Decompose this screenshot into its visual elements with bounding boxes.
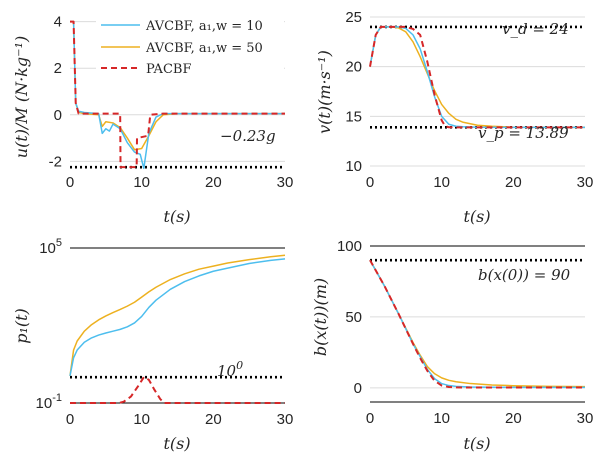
reference-lines-p	[70, 247, 285, 404]
x-tick-label-p-10: 10	[133, 411, 150, 428]
y-tick-label-u-0: 0	[54, 107, 62, 124]
y-tick-label-v-10: 10	[345, 158, 362, 175]
x-tick-label-u-30: 30	[277, 174, 294, 191]
y-tick-label-u-2: 2	[54, 60, 62, 77]
x-axis-label-u: t(s)	[163, 207, 190, 226]
legend: AVCBF, a₁,w = 10 AVCBF, a₁,w = 50 PACBF	[96, 14, 284, 78]
x-tick-label-u-10: 10	[133, 174, 150, 191]
x-tick-label-v-10: 10	[433, 174, 450, 191]
y-tick-label-v-25: 25	[345, 9, 362, 26]
x-tick-label-p-0: 0	[66, 411, 74, 428]
series-line-b-pacbf	[369, 259, 585, 389]
series-line-p-avcbf-a-w-50	[69, 254, 286, 376]
series-line-u-pacbf	[70, 20, 285, 169]
grid-v	[370, 16, 585, 167]
y-axis-label-b: b(x(t))(m)	[311, 278, 330, 356]
series-b	[369, 259, 586, 389]
x-tick-label-u-20: 20	[205, 174, 222, 191]
ticks-b: 0 10 20 30 0 50 100	[337, 238, 593, 427]
x-tick-label-b-30: 30	[577, 410, 594, 427]
x-axis-label-v: t(s)	[463, 207, 490, 226]
series-line-p-avcbf-a-w-10	[69, 258, 286, 377]
panel-barrier: 0 10 20 30 0 50 100 t(s) b(x(t))(m) b(x(0)) = …	[311, 238, 593, 453]
y-tick-label-u-2: -2	[49, 153, 62, 170]
y-tick-label-b-100: 100	[337, 238, 362, 255]
series-v	[369, 25, 586, 129]
series-line-v-avcbf-a-w-50	[369, 26, 586, 129]
x-tick-label-b-10: 10	[433, 410, 450, 427]
legend-entry-avcbf-10: AVCBF, a₁,w = 10	[145, 19, 263, 34]
series-line-p-pacbf	[70, 376, 285, 404]
x-tick-label-v-0: 0	[366, 174, 374, 191]
series-line-v-avcbf-a-w-10	[369, 26, 585, 129]
x-tick-label-b-20: 20	[505, 410, 522, 427]
svg-text:u(t)/M (N·kg⁻¹): u(t)/M (N·kg⁻¹)	[12, 36, 31, 158]
annotation-desired-speed: v_d = 24	[502, 20, 569, 38]
reference-lines-b	[370, 245, 585, 403]
y-tick-label-p-5: 105	[39, 237, 62, 257]
y-tick-label-v-15: 15	[345, 108, 362, 125]
annotation-min-accel: −0.23g	[220, 127, 276, 145]
y-tick-label-b-0: 0	[354, 380, 362, 397]
x-tick-label-v-30: 30	[577, 174, 594, 191]
y-axis-label-v: v(t)(m·s⁻¹)	[315, 50, 334, 134]
series-line-v-pacbf	[369, 25, 585, 129]
svg-text:b(x(t))(m): b(x(t))(m)	[311, 278, 330, 356]
series-u	[70, 20, 285, 170]
annotation-unit-level: 100	[217, 359, 243, 380]
annotation-preceding-speed: v_p = 13.89	[478, 124, 569, 142]
x-tick-label-u-0: 0	[66, 174, 74, 191]
x-tick-label-v-20: 20	[505, 174, 522, 191]
y-tick-label-p-1: 10-1	[36, 392, 62, 412]
series-p	[69, 254, 286, 404]
x-tick-label-p-20: 20	[205, 411, 222, 428]
y-axis-label-p: p₁(t)	[12, 308, 31, 344]
legend-entry-avcbf-50: AVCBF, a₁,w = 50	[145, 41, 263, 56]
y-tick-label-v-20: 20	[345, 59, 362, 76]
svg-text:v(t)(m·s⁻¹): v(t)(m·s⁻¹)	[315, 50, 334, 134]
y-axis-label-u: u(t)/M (N·kg⁻¹)	[12, 36, 31, 158]
y-tick-label-b-50: 50	[345, 309, 362, 326]
annotation-initial-distance: b(x(0)) = 90	[478, 266, 571, 284]
panel-penalty: 0 10 20 30 105 10-1 t(s) p₁(t) 100	[12, 237, 293, 453]
x-tick-label-p-30: 30	[277, 411, 294, 428]
x-tick-label-b-0: 0	[366, 410, 374, 427]
legend-entry-pacbf: PACBF	[146, 62, 191, 77]
ticks-p: 0 10 20 30 105 10-1	[36, 237, 294, 428]
reference-lines-v	[370, 25, 585, 129]
svg-text:p₁(t): p₁(t)	[12, 308, 31, 344]
x-axis-label-b: t(s)	[463, 434, 490, 453]
y-tick-label-u-4: 4	[54, 14, 62, 31]
x-axis-label-p: t(s)	[163, 434, 190, 453]
